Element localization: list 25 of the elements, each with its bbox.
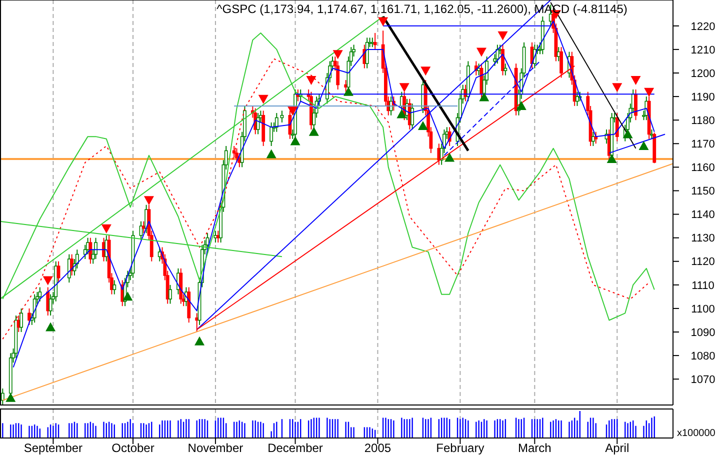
- y-tick-label: 1190: [691, 91, 715, 104]
- y-tick-label: 1130: [691, 232, 715, 245]
- y-tick-label: 1170: [691, 138, 715, 150]
- x-tick-label: April: [605, 441, 630, 455]
- y-tick-label: 1210: [690, 44, 716, 56]
- y-tick-label: 1200: [690, 68, 716, 80]
- x-tick-label: February: [436, 441, 484, 455]
- x-tick-label: September: [24, 441, 83, 455]
- y-tick-label: 1160: [691, 162, 715, 174]
- x-tick-label: March: [518, 441, 552, 455]
- y-tick-label: 1180: [691, 114, 715, 127]
- y-tick-label: 1100: [691, 303, 715, 316]
- y-tick-label: 1090: [690, 326, 716, 339]
- y-axis-title: x100000: [677, 428, 716, 439]
- y-tick-label: 1080: [690, 350, 716, 362]
- y-tick-label: 1070: [690, 374, 716, 386]
- y-tick-label: 1220: [690, 20, 716, 33]
- x-tick-label: October: [112, 441, 154, 455]
- x-tick-label: 2005: [364, 441, 392, 455]
- y-tick-label: 1110: [692, 280, 714, 292]
- y-tick-label: 1120: [691, 256, 715, 268]
- x-tick-label: November: [188, 441, 244, 455]
- y-tick-label: 1150: [691, 186, 715, 198]
- x-tick-label: December: [268, 441, 323, 455]
- y-tick-label: 1140: [691, 209, 715, 222]
